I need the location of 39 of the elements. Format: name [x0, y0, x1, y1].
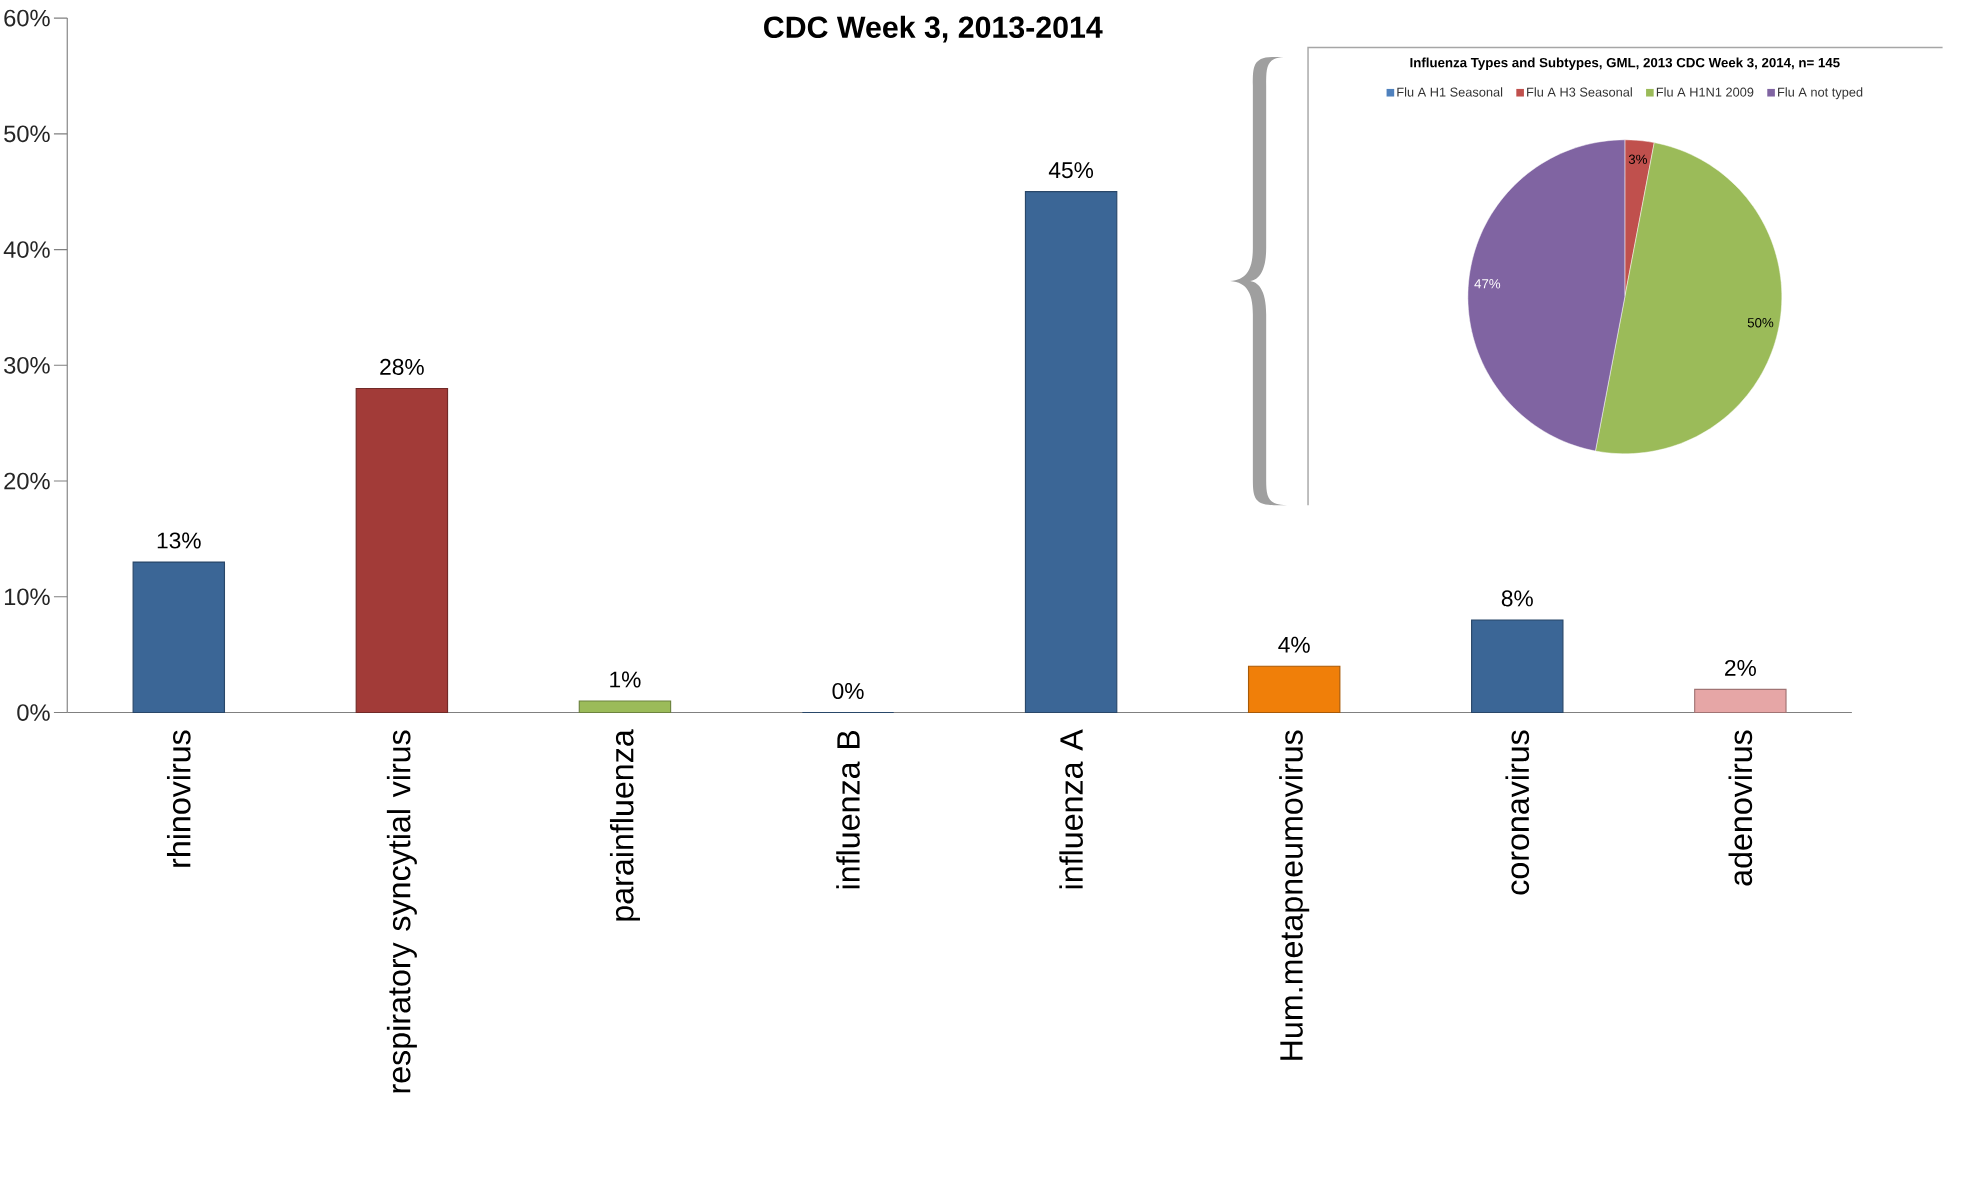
legend-label: Flu A H1N1 2009 — [1656, 87, 1754, 97]
chart-title: Influenza Types and Subtypes, GML, 2013 CDC Week 3, 2014, n= 145 — [1410, 57, 1840, 71]
data-label: 47% — [1474, 279, 1501, 289]
x-tick-label: Hum.metapneumovirus — [1279, 730, 1310, 1060]
x-tick-label: coronavirus — [1505, 730, 1530, 895]
chart-title: CDC Week 3, 2013-2014 — [764, 15, 1103, 43]
y-tick-label: 10% — [4, 588, 50, 606]
bar — [578, 700, 672, 714]
y-tick-label: 40% — [3, 241, 50, 259]
x-tick-label: respiratory syncytial virus — [386, 730, 417, 1093]
legend-label: Flu A H1 Seasonal — [1397, 87, 1503, 97]
data-label: 45% — [1048, 162, 1094, 179]
data-label: 2% — [1725, 659, 1756, 676]
y-tick-label: 30% — [4, 357, 50, 374]
bar — [1471, 619, 1564, 714]
bar — [355, 387, 449, 714]
data-label: 4% — [1278, 636, 1310, 653]
x-tick-label: influenza B — [836, 731, 860, 889]
bar — [1024, 191, 1118, 714]
data-label: 0% — [832, 683, 864, 700]
y-tick-label: 0% — [17, 704, 50, 722]
data-label: 50% — [1747, 318, 1774, 328]
legend-label: Flu A not typed — [1778, 87, 1863, 100]
x-tick-label: parainfluenza — [609, 729, 640, 921]
y-tick-label: 60% — [4, 9, 50, 27]
x-tick-label: influenza A — [1059, 729, 1083, 889]
data-label: 8% — [1501, 590, 1533, 607]
x-tick-label: adenovirus — [1728, 730, 1753, 886]
data-label: 3% — [1628, 154, 1647, 165]
bar — [1694, 688, 1787, 714]
bar — [1247, 665, 1341, 714]
y-tick-label: 50% — [4, 125, 50, 143]
bar — [132, 561, 226, 714]
legend-label: Flu A H3 Seasonal — [1527, 87, 1632, 97]
data-label: 28% — [380, 358, 424, 376]
y-tick-label: 20% — [4, 472, 50, 490]
x-tick-label: rhinovirus — [166, 730, 191, 867]
data-label: 1% — [610, 671, 641, 688]
data-label: 13% — [157, 532, 201, 549]
